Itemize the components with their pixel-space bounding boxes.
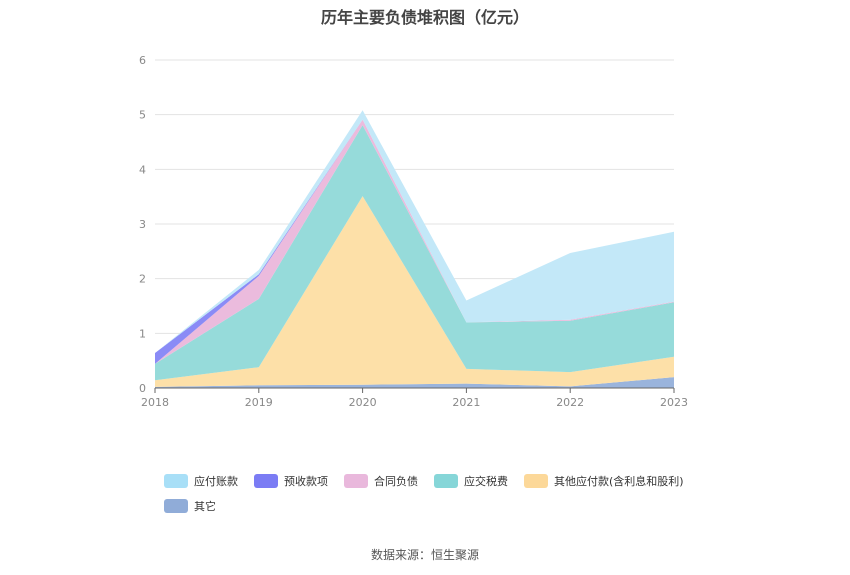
legend-swatch: [434, 473, 458, 488]
y-tick-label: 0: [139, 382, 146, 395]
y-tick-label: 2: [139, 273, 146, 286]
legend-swatch: [164, 473, 188, 488]
legend-item-others[interactable]: 其它: [164, 497, 216, 514]
y-tick-label: 4: [139, 163, 146, 176]
x-tick-label: 2019: [245, 396, 273, 409]
legend-swatch: [344, 473, 368, 488]
axes: 0 1 2 3 4 5 6 2018 2019 2020 2021 2022 2023: [139, 54, 688, 409]
legend-label: 其它: [194, 499, 216, 513]
legend-item-contract-liabilities[interactable]: 合同负债: [344, 472, 418, 489]
data-source: 数据来源：恒生聚源: [370, 548, 479, 562]
legend-swatch: [254, 473, 278, 488]
y-tick-label: 5: [139, 109, 146, 122]
legend-label: 合同负债: [374, 474, 418, 488]
area-series: [155, 110, 674, 388]
x-tick-label: 2023: [660, 396, 688, 409]
x-tick-label: 2018: [141, 396, 169, 409]
legend-label: 应交税费: [464, 474, 508, 488]
y-tick-label: 1: [139, 327, 146, 340]
area-series: [155, 110, 674, 353]
x-tick-label: 2022: [556, 396, 584, 409]
legend-item-advance-receipts[interactable]: 预收款项: [254, 472, 328, 489]
area-series: [155, 125, 674, 381]
x-tick-label: 2021: [452, 396, 480, 409]
area-series: [155, 196, 674, 387]
legend-label: 应付账款: [194, 474, 238, 488]
legend: 应付账款 预收款项 合同负债 应交税费 其他应付款(含利息和股利) 其它: [164, 472, 724, 514]
legend-swatch: [164, 498, 188, 513]
y-tick-label: 6: [139, 54, 146, 67]
legend-swatch: [524, 473, 548, 488]
legend-item-other-payables[interactable]: 其他应付款(含利息和股利): [524, 472, 684, 489]
legend-item-taxes-payable[interactable]: 应交税费: [434, 472, 508, 489]
stacked-area-chart: 0 1 2 3 4 5 6 2018 2019 2020 2021 2022 2023: [139, 54, 688, 409]
area-series: [155, 377, 674, 388]
chart-title: 历年主要负债堆积图（亿元）: [320, 8, 529, 27]
y-tick-label: 3: [139, 218, 146, 231]
legend-label: 预收款项: [284, 474, 328, 488]
legend-item-accounts-payable[interactable]: 应付账款: [164, 472, 238, 489]
x-tick-label: 2020: [349, 396, 377, 409]
legend-label: 其他应付款(含利息和股利): [554, 474, 684, 488]
